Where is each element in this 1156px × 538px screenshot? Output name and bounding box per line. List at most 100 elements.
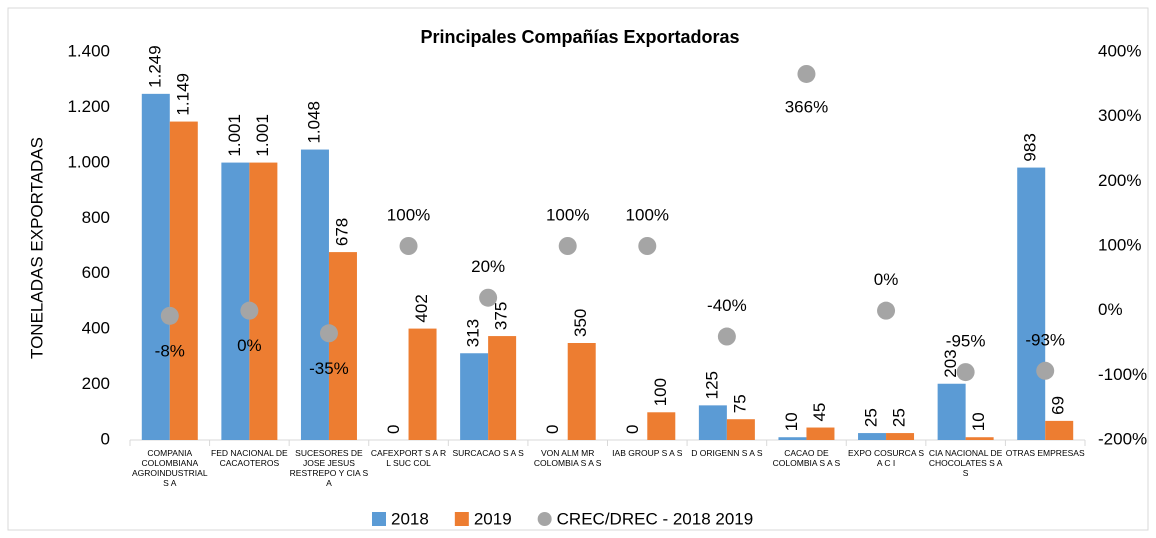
chart-border xyxy=(7,7,1149,531)
y2-tick-label: -100% xyxy=(1098,365,1147,384)
data-label: 983 xyxy=(1021,133,1040,161)
data-label: 1.048 xyxy=(304,101,323,144)
x-tick-label-box: CAFEXPORT S A R L SUC COL xyxy=(370,448,447,468)
x-tick-label: OTRAS EMPRESAS xyxy=(1005,448,1085,458)
data-label: 1.001 xyxy=(253,114,272,157)
data-label: 678 xyxy=(332,218,351,246)
data-label: 100% xyxy=(387,205,430,224)
y-tick-label: 1.200 xyxy=(67,97,110,116)
data-label: 20% xyxy=(471,257,505,276)
x-tick-label-box: VON ALM MR COLOMBIA S A S xyxy=(533,448,602,468)
x-tick-label: CIA NACIONAL DE CHOCOLATES S A S xyxy=(928,448,1003,478)
bar xyxy=(300,149,329,440)
bar xyxy=(141,93,170,440)
legend-swatch xyxy=(454,512,469,526)
data-label: 100 xyxy=(651,378,670,406)
data-label: 375 xyxy=(492,302,511,330)
y2-tick-label: 400% xyxy=(1098,41,1141,60)
data-label: 45 xyxy=(810,403,829,422)
legend-swatch xyxy=(537,512,552,526)
chart-title: Principales Compañías Exportadoras xyxy=(420,27,739,47)
legend-label: 2019 xyxy=(474,509,512,528)
data-label: 0 xyxy=(384,425,403,434)
data-label: 10 xyxy=(969,412,988,431)
data-label: 75 xyxy=(730,394,749,413)
data-label: 0 xyxy=(623,425,642,434)
data-label: 366% xyxy=(785,97,828,116)
y-tick-label: 600 xyxy=(82,263,110,282)
bar xyxy=(858,433,887,440)
data-label: 350 xyxy=(571,309,590,337)
y2-tick-label: 100% xyxy=(1098,235,1141,254)
data-label: 203 xyxy=(941,349,960,377)
bar xyxy=(408,328,437,440)
data-label: 0% xyxy=(237,336,262,355)
point xyxy=(797,64,816,83)
y2-tick-label: -200% xyxy=(1098,429,1147,448)
y-tick-label: 800 xyxy=(82,208,110,227)
y2-tick-label: 0% xyxy=(1098,300,1123,319)
data-label: 0 xyxy=(543,425,562,434)
bar xyxy=(460,353,489,440)
data-label: 25 xyxy=(862,408,881,427)
data-label: 10 xyxy=(782,412,801,431)
x-tick-label-box: OTRAS EMPRESAS xyxy=(1005,448,1085,458)
x-tick-label: CAFEXPORT S A R L SUC COL xyxy=(370,448,447,468)
bar xyxy=(1017,167,1046,440)
y-tick-label: 200 xyxy=(82,374,110,393)
point xyxy=(877,301,896,320)
bar xyxy=(221,162,250,440)
x-tick-label: SUCESORES DE JOSE JESUS RESTREPO Y CIA S… xyxy=(289,448,369,488)
data-label: 313 xyxy=(464,319,483,347)
point xyxy=(558,237,577,255)
bar xyxy=(886,433,915,440)
bar xyxy=(488,336,517,440)
data-label: -95% xyxy=(946,332,986,351)
x-tick-label: COMPANIA COLOMBIANA AGROINDUSTRIAL S A xyxy=(132,448,208,488)
legend-swatch xyxy=(372,512,386,526)
legend-label: CREC/DREC - 2018 2019 xyxy=(557,509,754,528)
y-axis-title: TONELADAS EXPORTADAS xyxy=(27,137,46,359)
x-tick-label: IAB GROUP S A S xyxy=(612,448,683,458)
x-tick-label-box: COMPANIA COLOMBIANA AGROINDUSTRIAL S A xyxy=(132,448,208,488)
point xyxy=(240,301,259,320)
data-label: 402 xyxy=(412,294,431,322)
data-label: 0% xyxy=(874,270,899,289)
bar xyxy=(169,121,198,440)
data-label: 1.149 xyxy=(173,73,192,116)
x-tick-label-box: SURCACAO S A S xyxy=(452,448,524,458)
point xyxy=(319,324,338,343)
bar xyxy=(647,412,676,440)
data-label: -40% xyxy=(707,296,747,315)
point xyxy=(479,288,498,307)
bar xyxy=(778,437,807,440)
x-tick-label-box: SUCESORES DE JOSE JESUS RESTREPO Y CIA S… xyxy=(289,448,369,488)
data-label: -8% xyxy=(155,341,185,360)
x-tick-label-box: FED NACIONAL DE CACAOTEROS xyxy=(211,448,288,468)
x-tick-label-box: CIA NACIONAL DE CHOCOLATES S A S xyxy=(928,448,1003,478)
bar xyxy=(806,427,835,440)
bar xyxy=(965,437,994,440)
x-tick-label-box: D ORIGENN S A S xyxy=(691,448,762,458)
data-label: 100% xyxy=(626,205,669,224)
point xyxy=(399,237,418,255)
point xyxy=(1036,361,1055,380)
data-label: -93% xyxy=(1025,330,1065,349)
x-tick-label: SURCACAO S A S xyxy=(452,448,524,458)
bar xyxy=(937,383,966,440)
x-tick-label-box: EXPO COSURCA S A C I xyxy=(848,448,924,468)
data-label: 69 xyxy=(1049,396,1068,415)
bar xyxy=(726,419,755,440)
bar xyxy=(567,343,596,440)
bar xyxy=(328,252,357,440)
y-tick-label: 1.000 xyxy=(67,152,110,171)
y-tick-label: 1.400 xyxy=(67,41,110,60)
x-tick-label: CACAO DE COLOMBIA S A S xyxy=(772,448,841,468)
data-label: 125 xyxy=(702,371,721,399)
point xyxy=(160,306,179,325)
bar xyxy=(1045,420,1074,440)
x-tick-label: VON ALM MR COLOMBIA S A S xyxy=(533,448,602,468)
data-label: 1.249 xyxy=(145,45,164,88)
x-tick-label-box: IAB GROUP S A S xyxy=(612,448,683,458)
